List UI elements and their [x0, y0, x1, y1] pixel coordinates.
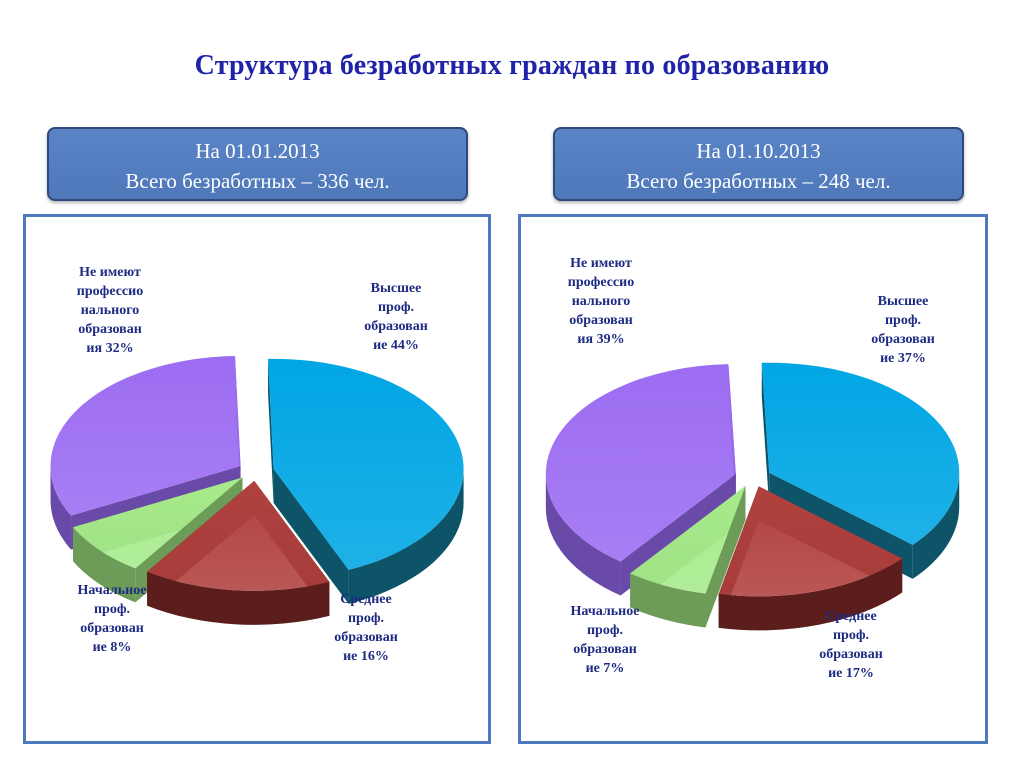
pie-slice-secondary-right: [718, 486, 903, 631]
period-header-left: На 01.01.2013 Всего безработных – 336 че…: [47, 127, 468, 201]
period-header-right: На 01.10.2013 Всего безработных – 248 че…: [553, 127, 964, 201]
chart-title: Структура безработных граждан по образов…: [194, 50, 830, 81]
pie-slice-secondary-left: [147, 480, 330, 625]
period-total-left: Всего безработных – 336 чел.: [125, 169, 390, 193]
label-primary-left: Начальное проф. образован ие 8%: [77, 583, 147, 655]
period-total-right: Всего безработных – 248 чел.: [626, 169, 891, 193]
pie-chart-left: [50, 355, 464, 625]
pie-slice-primary-right: [630, 485, 746, 628]
pie-chart-right: [545, 362, 960, 631]
label-higher-right: Высшее проф. образован ие 37%: [871, 294, 935, 366]
chart-panel-right: Не имеют профессио нального образован ия…: [518, 214, 988, 744]
pie-slice-higher-left: [268, 358, 464, 604]
label-primary-right: Начальное проф. образован ие 7%: [570, 604, 640, 676]
label-no-education-left: Не имеют профессио нального образован ия…: [76, 265, 144, 356]
period-date-left: На 01.01.2013: [195, 139, 320, 163]
label-higher-left: Высшее проф. образован ие 44%: [364, 281, 428, 353]
label-secondary-right: Среднее проф. образован ие 17%: [819, 609, 883, 681]
chart-panel-left: Не имеют профессио нального образован ия…: [23, 214, 491, 744]
period-date-right: На 01.10.2013: [696, 139, 821, 163]
label-no-education-right: Не имеют профессио нального образован ия…: [567, 256, 635, 347]
label-secondary-left: Среднее проф. образован ие 16%: [334, 592, 398, 664]
